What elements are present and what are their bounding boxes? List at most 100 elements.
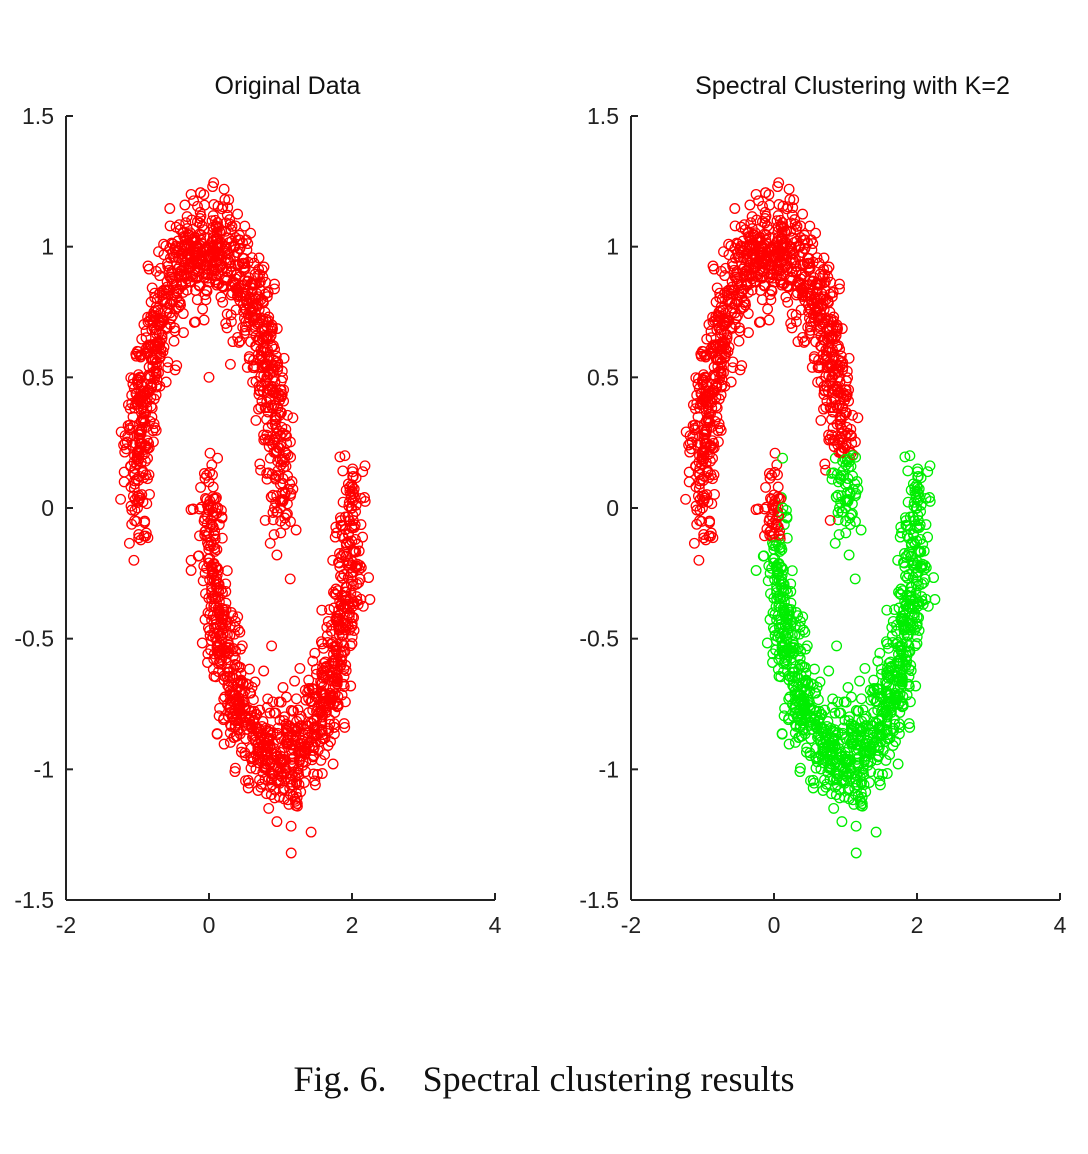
data-point-cluster-2 — [906, 610, 918, 622]
data-point — [248, 362, 260, 374]
data-point-cluster-2 — [809, 663, 820, 675]
data-point-cluster-1 — [768, 241, 780, 253]
data-point-cluster-1 — [780, 291, 792, 303]
data-point-cluster-1 — [761, 523, 773, 535]
data-point-cluster-1 — [711, 282, 723, 294]
data-point-cluster-1 — [830, 321, 842, 333]
data-point — [161, 276, 173, 288]
data-point — [181, 211, 193, 223]
data-point-cluster-1 — [735, 221, 747, 233]
data-point — [220, 597, 232, 609]
data-point-cluster-1 — [694, 463, 706, 474]
y-tick-label: 1.5 — [22, 103, 54, 129]
data-point-cluster-2 — [922, 600, 934, 612]
data-point-cluster-2 — [899, 595, 911, 607]
data-point — [135, 398, 147, 410]
data-point-cluster-2 — [817, 741, 829, 753]
data-point — [207, 663, 219, 675]
data-point-cluster-1 — [810, 227, 822, 239]
data-point — [308, 722, 320, 734]
data-point — [243, 351, 255, 363]
data-point-cluster-2 — [912, 471, 924, 482]
data-point — [208, 199, 220, 210]
data-point — [241, 361, 253, 373]
data-point — [135, 456, 147, 468]
data-point — [319, 749, 331, 761]
data-point-cluster-2 — [789, 688, 801, 700]
data-point — [327, 758, 339, 770]
data-point-cluster-1 — [686, 436, 698, 448]
data-point-cluster-1 — [692, 490, 704, 502]
data-point-cluster-2 — [822, 766, 834, 778]
data-point — [187, 256, 199, 268]
data-point — [233, 336, 245, 348]
data-point — [140, 469, 152, 481]
data-point — [309, 775, 321, 787]
data-point — [224, 620, 236, 632]
data-point-cluster-2 — [778, 519, 790, 531]
data-point-cluster-1 — [727, 284, 739, 296]
data-point — [195, 481, 207, 493]
data-point — [233, 661, 245, 673]
data-point — [245, 336, 257, 348]
data-point — [205, 264, 217, 275]
data-point — [133, 532, 145, 544]
data-point — [287, 790, 299, 802]
data-point — [256, 362, 268, 374]
data-point-cluster-1 — [705, 332, 717, 344]
data-point-cluster-2 — [792, 681, 804, 693]
data-point — [208, 557, 220, 569]
data-point-cluster-2 — [852, 705, 864, 717]
data-point-cluster-1 — [827, 287, 839, 298]
data-point-cluster-2 — [840, 763, 851, 775]
data-point-cluster-2 — [783, 604, 795, 616]
data-point — [261, 385, 273, 397]
data-point — [270, 707, 282, 719]
data-point — [136, 333, 148, 345]
data-point — [204, 447, 216, 459]
data-point-cluster-2 — [891, 619, 902, 631]
data-point — [215, 630, 227, 642]
data-point-cluster-1 — [815, 323, 827, 335]
data-point-cluster-1 — [729, 203, 741, 214]
data-point — [212, 452, 224, 464]
data-point-cluster-2 — [832, 489, 844, 501]
data-point-cluster-2 — [889, 604, 900, 616]
data-point — [258, 261, 270, 273]
data-point — [296, 750, 308, 762]
data-point — [273, 389, 285, 401]
data-point-cluster-1 — [733, 322, 745, 334]
data-point — [138, 530, 150, 542]
data-point — [269, 343, 281, 355]
data-point — [203, 371, 215, 383]
data-point-cluster-2 — [785, 652, 797, 664]
data-point — [236, 257, 248, 269]
data-point-cluster-2 — [812, 694, 824, 706]
data-point-cluster-1 — [759, 213, 771, 224]
data-point — [185, 270, 196, 282]
data-point-cluster-1 — [775, 274, 786, 286]
data-point — [235, 643, 247, 655]
data-point-cluster-2 — [855, 800, 867, 811]
data-point — [296, 734, 308, 746]
data-point-cluster-2 — [836, 729, 848, 741]
data-point-cluster-1 — [707, 311, 719, 323]
data-point-cluster-2 — [882, 662, 893, 674]
data-point-cluster-2 — [874, 647, 886, 659]
data-point-cluster-2 — [913, 483, 925, 495]
data-point — [180, 243, 192, 255]
data-point — [303, 674, 315, 686]
data-point-cluster-1 — [808, 351, 820, 363]
data-point — [285, 847, 297, 859]
data-point — [215, 291, 227, 303]
data-point-cluster-2 — [873, 722, 885, 734]
data-point-cluster-1 — [764, 199, 775, 211]
data-point — [208, 528, 220, 540]
data-point-cluster-1 — [743, 226, 754, 238]
data-point-cluster-1 — [797, 208, 809, 220]
data-point-cluster-1 — [698, 529, 710, 540]
data-point — [224, 358, 236, 370]
data-point — [264, 781, 276, 793]
